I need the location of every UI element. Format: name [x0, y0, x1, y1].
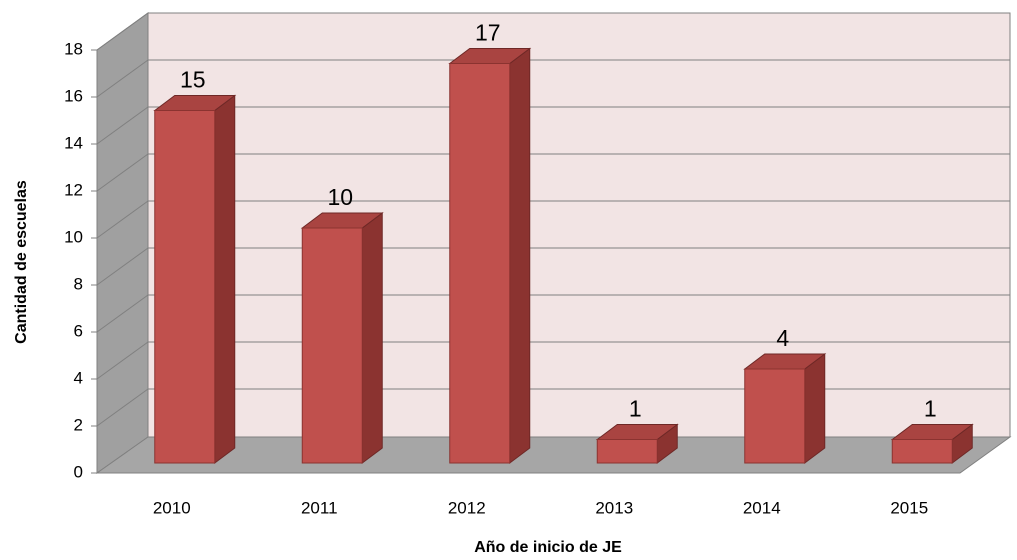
- value-label: 17: [475, 20, 501, 46]
- x-tick-label: 2012: [448, 498, 486, 517]
- bar: [891, 439, 953, 464]
- y-tick-label: 2: [74, 415, 83, 434]
- bar: [744, 368, 806, 464]
- value-label: 10: [327, 184, 353, 210]
- y-tick-label: 4: [74, 368, 83, 387]
- grid-line: [96, 294, 149, 333]
- bar: [301, 227, 363, 464]
- y-tick-label: 16: [64, 86, 83, 105]
- grid-line: [96, 388, 149, 427]
- x-tick-label: 2015: [890, 498, 928, 517]
- x-tick-label: 2011: [301, 498, 338, 517]
- grid-line: [96, 12, 149, 51]
- bar: [154, 110, 216, 464]
- value-label: 4: [776, 325, 789, 351]
- y-tick-label: 8: [74, 274, 83, 293]
- bar: [596, 439, 658, 464]
- x-axis-title: Año de inicio de JE: [474, 539, 622, 556]
- back-wall: [147, 12, 1011, 438]
- value-label: 15: [180, 67, 206, 93]
- grid-line: [96, 341, 149, 380]
- bar-side: [361, 212, 383, 464]
- y-tick-label: 18: [64, 39, 83, 58]
- left-wall: [96, 12, 149, 474]
- y-axis-title: Cantidad de escuelas: [13, 180, 30, 344]
- grid-line: [96, 200, 149, 239]
- value-label: 1: [629, 396, 642, 422]
- y-tick-label: 14: [64, 133, 83, 152]
- bar: [449, 63, 511, 464]
- bar-side: [509, 47, 531, 464]
- grid-line: [96, 247, 149, 286]
- y-tick-label: 12: [64, 180, 83, 199]
- x-tick-label: 2010: [153, 498, 191, 517]
- x-tick-label: 2014: [743, 498, 781, 517]
- value-label: 1: [924, 396, 937, 422]
- y-tick-label: 10: [64, 227, 83, 246]
- grid-line: [96, 153, 149, 192]
- x-tick-label: 2013: [595, 498, 633, 517]
- y-tick-label: 0: [74, 462, 83, 481]
- y-tick-label: 6: [74, 321, 83, 340]
- grid-line: [96, 106, 149, 145]
- bar-side: [214, 94, 236, 464]
- grid-line: [96, 59, 149, 98]
- bar-side: [804, 353, 826, 464]
